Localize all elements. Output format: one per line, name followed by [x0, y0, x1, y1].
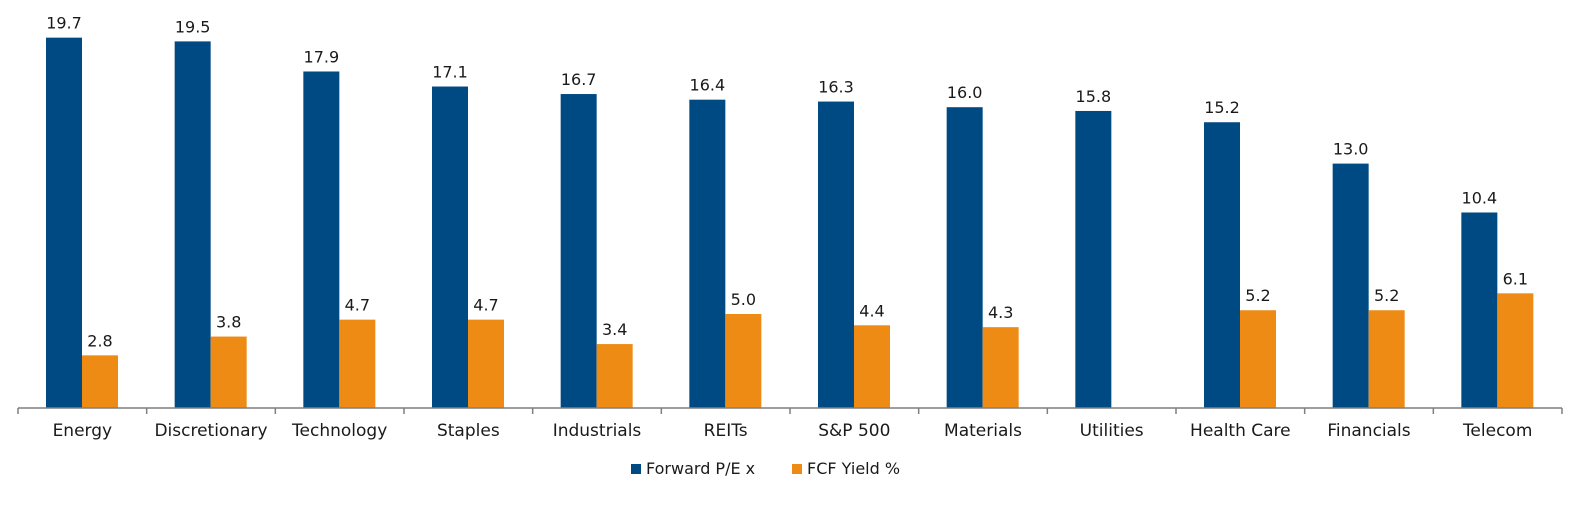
bar-fcf-yield-industrials: [596, 344, 633, 408]
bar-fcf-yield-technology: [339, 319, 376, 408]
value-label-fcf-yield-staples: 4.7: [473, 296, 498, 315]
category-labels: Energy Discretionary Technology Staples Indu…: [53, 421, 1533, 441]
value-label-fcf-yield-industrials: 3.4: [602, 320, 627, 339]
bar-fcf-yield-reits: [725, 314, 762, 408]
bar-forward-p-e-x-telecom: [1461, 212, 1498, 408]
x-axis-ticks: [17, 408, 1563, 414]
category-label-technology: Technology: [291, 421, 387, 441]
value-label-forward-p-e-x-health-care: 15.2: [1204, 98, 1240, 117]
value-labels-layer: 19.7 2.8 19.5 3.8 17.9 4.7 17.1 4.7 16.7 3.4 16.4 5…: [46, 14, 1528, 351]
value-label-fcf-yield-financials: 5.2: [1374, 286, 1399, 305]
bar-forward-p-e-x-materials: [946, 107, 983, 408]
bar-forward-p-e-x-health-care: [1204, 122, 1240, 409]
value-label-fcf-yield-health-care: 5.2: [1245, 286, 1270, 305]
bar-fcf-yield-sandp-500: [854, 325, 890, 408]
value-label-fcf-yield-discretionary: 3.8: [216, 313, 241, 332]
value-label-forward-p-e-x-financials: 13.0: [1333, 140, 1369, 159]
bar-forward-p-e-x-financials: [1332, 163, 1369, 408]
value-label-forward-p-e-x-materials: 16.0: [947, 83, 983, 102]
bar-forward-p-e-x-industrials: [560, 94, 597, 408]
bar-forward-p-e-x-energy: [46, 37, 82, 408]
bar-fcf-yield-materials: [982, 327, 1019, 408]
value-label-forward-p-e-x-discretionary: 19.5: [175, 17, 211, 36]
bars-layer: [46, 37, 1534, 409]
legend-swatch-fcf-yield: [792, 464, 802, 474]
legend: Forward P/E x FCF Yield %: [631, 459, 900, 478]
legend-label-forward-pe: Forward P/E x: [646, 459, 755, 478]
category-label-sandp-500: S&P 500: [818, 421, 890, 441]
value-label-forward-p-e-x-staples: 17.1: [432, 63, 468, 82]
category-label-health-care: Health Care: [1190, 421, 1291, 441]
legend-swatch-forward-pe: [631, 464, 641, 474]
value-label-fcf-yield-technology: 4.7: [345, 296, 370, 315]
bar-forward-p-e-x-staples: [432, 86, 468, 409]
bar-forward-p-e-x-technology: [303, 71, 340, 408]
value-label-forward-p-e-x-industrials: 16.7: [561, 70, 597, 89]
bar-fcf-yield-health-care: [1240, 310, 1276, 408]
value-label-forward-p-e-x-technology: 17.9: [304, 47, 340, 66]
value-label-forward-p-e-x-utilities: 15.8: [1076, 87, 1112, 106]
category-label-energy: Energy: [53, 421, 113, 441]
category-label-materials: Materials: [944, 421, 1022, 441]
bar-fcf-yield-discretionary: [210, 336, 247, 408]
category-label-staples: Staples: [437, 421, 500, 441]
bar-fcf-yield-telecom: [1497, 293, 1534, 408]
category-label-telecom: Telecom: [1462, 421, 1532, 441]
category-label-financials: Financials: [1327, 421, 1410, 441]
category-label-discretionary: Discretionary: [154, 421, 267, 441]
bar-fcf-yield-energy: [82, 355, 118, 408]
bar-fcf-yield-staples: [468, 319, 504, 408]
category-label-utilities: Utilities: [1080, 421, 1144, 441]
category-label-industrials: Industrials: [553, 421, 642, 441]
category-label-reits: REITs: [704, 421, 748, 441]
value-label-fcf-yield-materials: 4.3: [988, 303, 1013, 322]
bar-forward-p-e-x-sandp-500: [818, 101, 854, 408]
value-label-fcf-yield-energy: 2.8: [87, 331, 112, 350]
value-label-fcf-yield-reits: 5.0: [731, 290, 756, 309]
bar-forward-p-e-x-discretionary: [174, 41, 211, 409]
value-label-forward-p-e-x-sandp-500: 16.3: [818, 78, 854, 97]
value-label-forward-p-e-x-energy: 19.7: [46, 14, 82, 33]
bar-fcf-yield-financials: [1368, 310, 1405, 408]
bar-forward-p-e-x-reits: [689, 99, 726, 409]
bar-forward-p-e-x-utilities: [1075, 110, 1112, 409]
value-label-fcf-yield-sandp-500: 4.4: [859, 301, 884, 320]
value-label-fcf-yield-telecom: 6.1: [1503, 269, 1528, 288]
value-label-forward-p-e-x-reits: 16.4: [690, 76, 726, 95]
legend-label-fcf-yield: FCF Yield %: [807, 459, 900, 478]
value-label-forward-p-e-x-telecom: 10.4: [1462, 188, 1498, 207]
